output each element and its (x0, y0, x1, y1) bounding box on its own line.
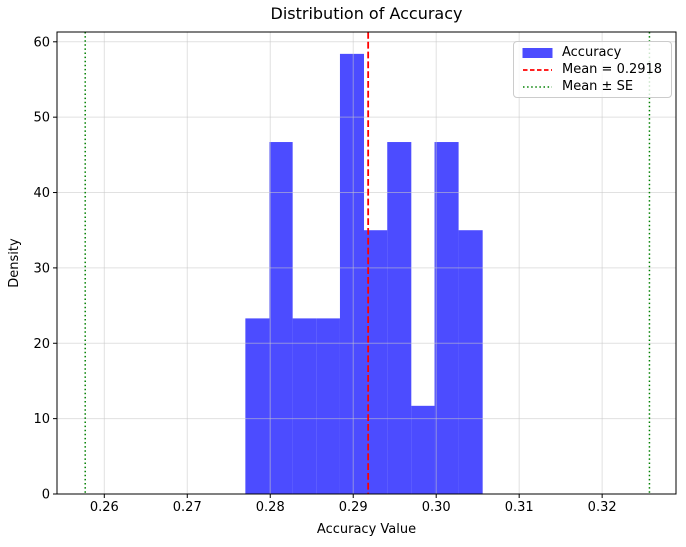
legend: Accuracy Mean = 0.2918 Mean ± SE (513, 41, 672, 98)
x-tick-label: 0.32 (588, 500, 617, 515)
x-axis-label: Accuracy Value (316, 522, 417, 537)
x-tick-label: 0.31 (505, 500, 534, 515)
chart-title: Distribution of Accuracy (270, 4, 463, 23)
legend-item-se: Mean ± SE (522, 78, 663, 95)
legend-label-accuracy: Accuracy (562, 45, 622, 60)
y-tick-label: 30 (33, 261, 50, 276)
y-tick-label: 40 (33, 186, 50, 201)
histogram-bar (316, 318, 340, 494)
histogram-bar (458, 230, 483, 494)
histogram-bar (411, 405, 435, 494)
histogram-bar (269, 142, 293, 494)
x-tick-label: 0.28 (256, 500, 285, 515)
legend-label-mean: Mean = 0.2918 (562, 62, 663, 77)
histogram-bar (387, 142, 412, 494)
x-tick-label: 0.27 (173, 500, 202, 515)
histogram-bar (245, 318, 270, 494)
histogram-bar (364, 230, 388, 494)
y-tick-label: 0 (42, 488, 50, 503)
legend-label-se: Mean ± SE (562, 79, 634, 94)
histogram-bar (339, 53, 365, 494)
mean-dashed-line-swatch (523, 68, 552, 71)
y-tick-label: 50 (33, 111, 50, 126)
accuracy-patch-swatch (522, 47, 553, 58)
y-tick-label: 20 (33, 337, 50, 352)
axes-spines (56, 31, 677, 495)
x-tick-label: 0.26 (90, 500, 119, 515)
legend-item-accuracy: Accuracy (522, 44, 663, 61)
y-axis-label: Density (7, 238, 22, 288)
legend-patch-icon (522, 47, 553, 58)
histogram-bar (434, 142, 459, 494)
x-tick-label: 0.29 (339, 500, 368, 515)
y-tick-label: 60 (33, 35, 50, 50)
se-dotted-line-swatch (523, 85, 552, 88)
y-tick-label: 10 (33, 412, 50, 427)
x-tick-label: 0.30 (422, 500, 451, 515)
histogram-bar (292, 318, 317, 494)
legend-item-mean: Mean = 0.2918 (522, 61, 663, 78)
